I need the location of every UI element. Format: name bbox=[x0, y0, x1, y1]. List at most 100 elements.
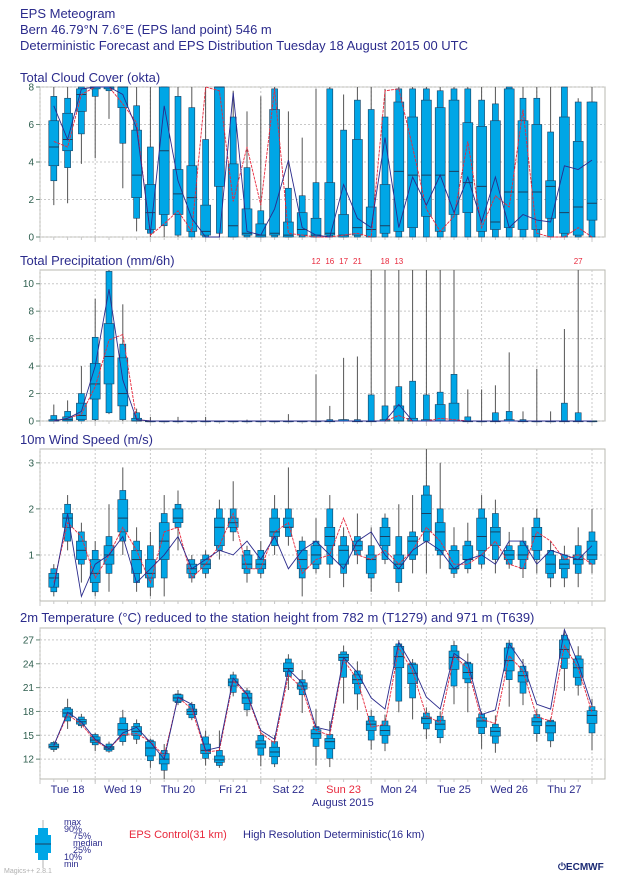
y-tick-label: 1 bbox=[28, 550, 34, 561]
box-25-75 bbox=[269, 517, 280, 537]
box-25-75 bbox=[117, 357, 129, 407]
overflow-label: 27 bbox=[574, 257, 583, 266]
box-10-90 bbox=[492, 412, 499, 422]
box-25-75 bbox=[103, 323, 115, 385]
box-25-75 bbox=[421, 716, 432, 724]
y-tick-label: 4 bbox=[28, 362, 34, 373]
day-label: Thu 20 bbox=[160, 784, 196, 796]
overflow-label: 18 bbox=[381, 257, 390, 266]
day-label: Thu 27 bbox=[547, 784, 582, 796]
box-25-75 bbox=[283, 221, 294, 238]
y-tick-label: 6 bbox=[28, 120, 34, 131]
hres-line bbox=[53, 627, 593, 761]
box-25-75 bbox=[545, 721, 556, 734]
box-25-75 bbox=[48, 120, 60, 167]
y-tick-label: 8 bbox=[28, 307, 34, 318]
legend-median: median bbox=[73, 838, 103, 848]
box-25-75 bbox=[365, 206, 377, 238]
panel-title-cloud: Total Cloud Cover (okta) bbox=[20, 70, 161, 85]
legend-eps-control: EPS Control(31 km) bbox=[129, 829, 227, 841]
box-25-75 bbox=[476, 717, 487, 728]
hres-line bbox=[53, 86, 593, 238]
legend-box-glyph bbox=[35, 820, 51, 868]
box-25-75 bbox=[531, 124, 543, 230]
hres-line bbox=[53, 289, 592, 422]
box-25-75 bbox=[586, 540, 598, 560]
box-25-75 bbox=[269, 109, 280, 236]
box-25-75 bbox=[490, 120, 501, 230]
y-tick-label: 10 bbox=[23, 279, 35, 290]
box-25-75 bbox=[283, 662, 294, 673]
day-label: Sat 22 bbox=[272, 784, 305, 796]
legend-hres: High Resolution Deterministic(16 km) bbox=[243, 829, 425, 841]
month-label: August 2015 bbox=[312, 797, 374, 809]
box-25-75 bbox=[434, 107, 446, 232]
box-25-75 bbox=[517, 120, 529, 230]
ecmwf-logo-text: ECMWF bbox=[565, 862, 604, 873]
box-25-75 bbox=[476, 517, 487, 551]
day-label: Sun 23 bbox=[326, 784, 362, 796]
box-25-75 bbox=[448, 402, 460, 422]
y-tick-label: 24 bbox=[23, 659, 35, 670]
box-25-75 bbox=[448, 99, 460, 215]
box-25-75 bbox=[241, 208, 253, 236]
box-25-75 bbox=[476, 126, 487, 232]
plot-frame-temp bbox=[39, 627, 606, 780]
box-25-75 bbox=[393, 554, 405, 570]
y-tick-label: 2 bbox=[28, 195, 34, 206]
box-25-75 bbox=[324, 182, 336, 236]
legend-10: 10% bbox=[64, 852, 83, 862]
legend-75: 75% bbox=[73, 831, 92, 841]
box-25-75 bbox=[117, 499, 129, 533]
y-tick-label: 6 bbox=[28, 334, 34, 345]
panel-title-wind: 10m Wind Speed (m/s) bbox=[20, 432, 153, 447]
box-10-90 bbox=[574, 412, 582, 422]
box-25-75 bbox=[407, 664, 418, 684]
location-line: Bern 46.79°N 7.6°E (EPS land point) 546 … bbox=[20, 22, 272, 37]
day-label: Tue 18 bbox=[50, 784, 85, 796]
forecast-subtitle: Deterministic Forecast and EPS Distribut… bbox=[20, 38, 468, 53]
y-tick-label: 4 bbox=[28, 158, 34, 169]
box-25-75 bbox=[131, 129, 142, 198]
box-25-75 bbox=[338, 545, 349, 565]
box-25-75 bbox=[531, 527, 543, 551]
ecmwf-logo: ⏻ECMWF bbox=[558, 862, 604, 873]
box-25-75 bbox=[310, 217, 322, 238]
overflow-label: 12 bbox=[312, 257, 321, 266]
box-25-75 bbox=[572, 141, 584, 236]
day-label: Mon 24 bbox=[380, 784, 418, 796]
box-25-75 bbox=[145, 741, 156, 757]
box-10-90 bbox=[409, 380, 416, 422]
box-25-75 bbox=[296, 212, 308, 236]
y-tick-label: 3 bbox=[28, 458, 34, 469]
box-25-75 bbox=[172, 169, 184, 215]
software-credit: Magics++ 2.8.1 bbox=[4, 868, 52, 875]
hres-line bbox=[53, 513, 593, 598]
box-10-90 bbox=[561, 402, 568, 422]
box-25-75 bbox=[434, 719, 446, 731]
y-tick-label: 2 bbox=[28, 504, 34, 515]
box-25-75 bbox=[517, 545, 529, 560]
day-label: Tue 25 bbox=[437, 784, 471, 796]
eps-control-line bbox=[53, 333, 592, 422]
y-tick-label: 27 bbox=[23, 635, 35, 646]
eps-control-line bbox=[53, 644, 593, 757]
y-tick-label: 18 bbox=[23, 707, 35, 718]
y-tick-label: 15 bbox=[23, 731, 35, 742]
ecmwf-logo-icon: ⏻ bbox=[558, 862, 566, 873]
box-25-75 bbox=[338, 214, 349, 238]
box-25-75 bbox=[214, 755, 225, 763]
y-tick-label: 2 bbox=[28, 389, 34, 400]
overflow-label: 17 bbox=[339, 257, 348, 266]
y-tick-label: 12 bbox=[23, 755, 35, 766]
box-25-75 bbox=[241, 554, 253, 570]
box-25-75 bbox=[214, 86, 225, 187]
box-25-75 bbox=[421, 99, 432, 217]
box-25-75 bbox=[200, 204, 211, 236]
box-25-75 bbox=[393, 101, 405, 232]
box-25-75 bbox=[62, 112, 73, 152]
meteogram-title: EPS Meteogram bbox=[20, 6, 116, 21]
day-label: Wed 26 bbox=[490, 784, 529, 796]
box-25-75 bbox=[503, 647, 515, 672]
